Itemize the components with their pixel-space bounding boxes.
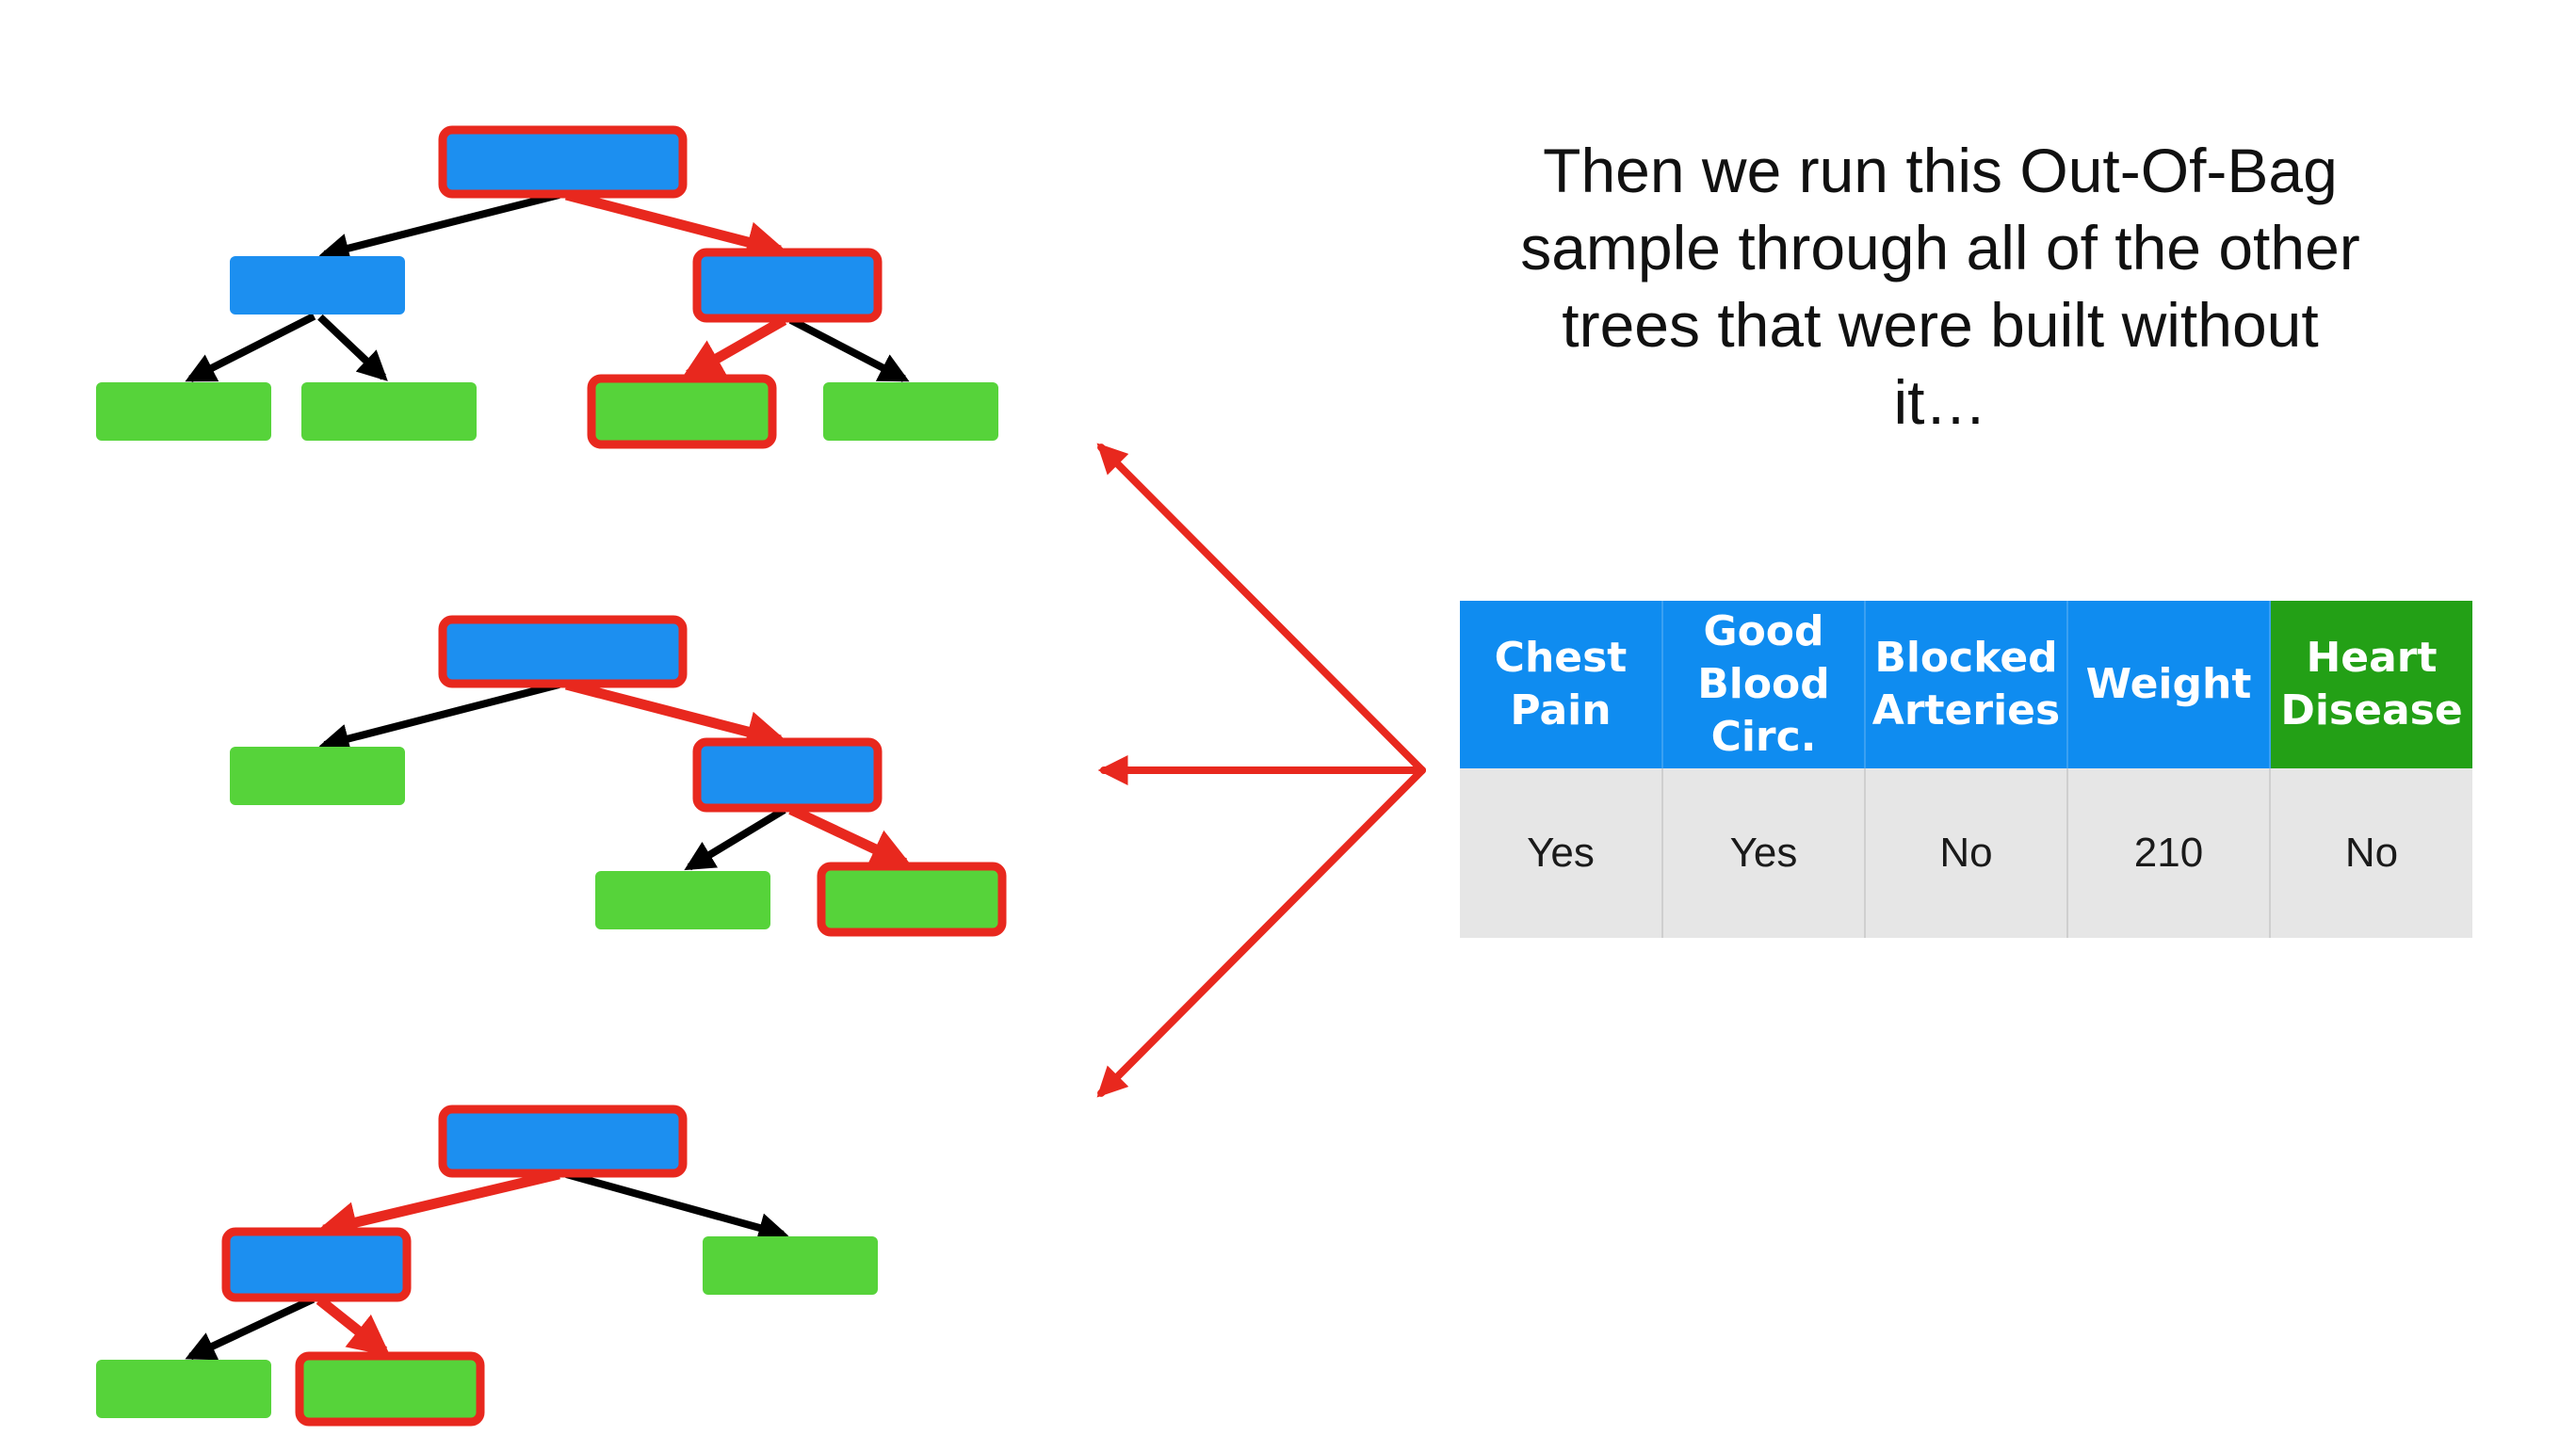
cell-heart-disease: No [2270,768,2472,938]
arrow-to-tree-1 [1096,443,1426,774]
header-good-blood-circ: Good Blood Circ. [1662,601,1866,768]
tree-2-edge-right-to-rl [684,806,786,871]
tree-1-leaf-node-ll [96,382,271,441]
tree-3-edge-root-to-left [316,1169,560,1243]
out-of-bag-sample-table: Chest Pain Good Blood Circ. Blocked Arte… [1460,601,2472,938]
tree-3-edge-left-to-ll [185,1296,316,1361]
cell-good-blood-circ: Yes [1662,768,1866,938]
tree-2-edge-right-to-rr [788,804,913,868]
header-blocked-arteries: Blocked Arteries [1865,601,2068,768]
arrow-to-tree-3 [1096,766,1426,1098]
tree-1-edge-root-to-left [318,191,560,264]
table-row: Yes Yes No 210 No [1460,768,2472,938]
tree-2-decision-node-right [692,737,883,813]
cell-weight: 210 [2067,768,2271,938]
cell-blocked-arteries: No [1865,768,2068,938]
tree-1-decision-node-right [692,248,883,323]
tree-3-leaf-node-ll [96,1360,271,1418]
tree-2-edge-root-to-left [318,681,560,754]
tree-1-edge-right-to-rr [788,316,910,382]
tree-3-edge-root-to-right [565,1170,789,1243]
tree-2-leaf-node-rr [817,862,1007,937]
tree-1-leaf-node-lr [301,382,477,441]
tree-3-edge-left-to-lr [316,1296,391,1357]
header-chest-pain: Chest Pain [1460,601,1663,768]
tree-2-leaf-node-rl [595,871,770,929]
tree-1-decision-node-root [438,125,688,199]
tree-3-decision-node-left [221,1227,412,1302]
tree-1-edge-left-to-lr [317,314,388,381]
tree-3-decision-node-root [438,1105,688,1178]
tree-3-leaf-node-right [703,1236,878,1295]
tree-2-edge-root-to-right [564,679,788,752]
tree-1-decision-node-left [230,256,405,315]
tree-2-decision-node-root [438,615,688,688]
header-weight: Weight [2067,601,2271,768]
header-heart-disease: Heart Disease [2270,601,2472,768]
tree-2-leaf-node-left [230,747,405,805]
table-header-row: Chest Pain Good Blood Circ. Blocked Arte… [1460,601,2472,768]
tree-1-edge-left-to-ll [185,313,316,382]
tree-1-edge-right-to-rl [681,315,787,379]
tree-1-leaf-node-rr [823,382,998,441]
cell-chest-pain: Yes [1460,768,1663,938]
tree-1-edge-root-to-right [564,189,788,263]
caption-text: Then we run this Out-Of-Bag sample throu… [1520,136,2360,437]
tree-3-leaf-node-lr [295,1351,485,1427]
tree-1-leaf-node-rl [587,374,777,449]
